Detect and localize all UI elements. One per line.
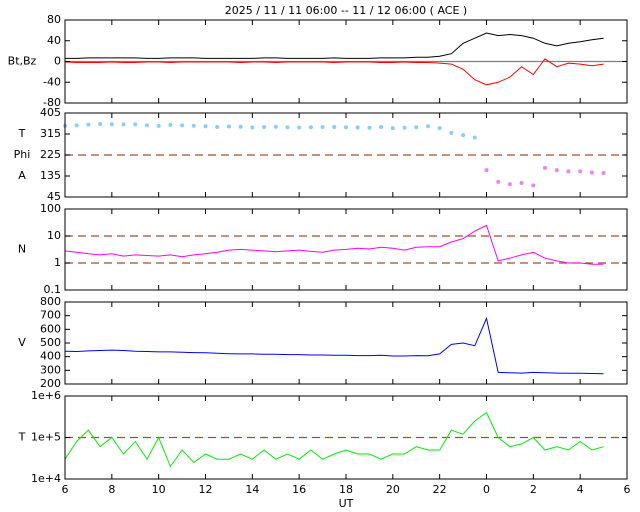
y-tick-label: 600	[40, 322, 61, 335]
y-tick-label: 135	[40, 169, 61, 182]
data-point	[472, 135, 477, 140]
data-point	[355, 125, 360, 130]
data-point	[332, 125, 337, 129]
x-tick-label: 4	[577, 483, 584, 496]
y-tick-label: 0.1	[44, 283, 62, 296]
y-tick-label: 1e+5	[31, 431, 61, 444]
x-tick-label: 10	[152, 483, 166, 496]
data-point	[121, 122, 126, 127]
x-tick-label: 6	[624, 483, 631, 496]
y-tick-label: 200	[40, 377, 61, 390]
y-tick-label: -40	[43, 75, 61, 88]
data-point	[285, 125, 290, 130]
y-axis-label: A	[18, 169, 26, 182]
y-tick-label: 80	[47, 13, 61, 26]
y-tick-label: 405	[40, 106, 61, 119]
data-point	[86, 122, 91, 127]
data-point	[461, 133, 466, 138]
data-point	[203, 124, 208, 129]
data-point	[273, 124, 278, 129]
data-point	[578, 169, 583, 174]
data-point	[449, 130, 454, 135]
data-point	[519, 181, 524, 185]
data-point	[320, 125, 325, 129]
data-point	[74, 123, 79, 128]
data-point	[191, 123, 196, 128]
data-point	[168, 122, 173, 127]
y-axis-label: N	[18, 243, 26, 256]
data-point	[297, 125, 302, 130]
data-point	[215, 125, 220, 129]
data-point	[484, 168, 489, 173]
data-point	[589, 170, 594, 175]
y-tick-label: 0	[54, 55, 61, 68]
x-tick-label: 0	[483, 483, 490, 496]
y-tick-label: 400	[40, 350, 61, 363]
y-tick-label: 1	[54, 256, 61, 269]
y-tick-label: -80	[43, 96, 61, 109]
data-point	[98, 121, 103, 126]
series-line	[64, 224, 604, 265]
y-tick-label: 1e+4	[31, 472, 61, 485]
x-tick-label: 2	[530, 483, 537, 496]
data-point	[531, 183, 536, 188]
x-tick-label: 16	[292, 483, 306, 496]
series-line	[64, 316, 604, 375]
data-point	[109, 122, 114, 127]
data-point	[437, 126, 442, 131]
data-point	[250, 125, 255, 130]
y-tick-label: 225	[40, 148, 61, 161]
data-point	[496, 179, 501, 184]
series-line	[65, 32, 604, 59]
data-point	[566, 169, 571, 174]
data-point	[554, 168, 559, 173]
series-line	[64, 411, 604, 468]
y-tick-label: 45	[47, 190, 61, 203]
x-tick-label: 8	[108, 483, 115, 496]
y-tick-label: 40	[47, 34, 61, 47]
x-axis-label: UT	[339, 497, 354, 510]
y-tick-label: 10	[47, 229, 61, 242]
y-tick-label: 315	[40, 127, 61, 140]
x-tick-label: 12	[199, 483, 213, 496]
data-point	[156, 123, 161, 128]
y-axis-label: Phi	[14, 148, 31, 161]
y-axis-label: V	[18, 336, 26, 349]
data-point	[507, 182, 512, 187]
data-point	[144, 123, 149, 128]
data-point	[379, 125, 384, 129]
x-tick-label: 14	[245, 483, 259, 496]
data-point	[390, 126, 395, 131]
series-line	[64, 58, 604, 86]
chart-title: 2025 / 11 / 11 06:00 -- 11 / 12 06:00 ( …	[225, 4, 467, 17]
x-tick-label: 6	[62, 483, 69, 496]
y-tick-label: 300	[40, 363, 61, 376]
data-point	[344, 125, 348, 130]
data-point	[414, 125, 419, 130]
y-tick-label: 700	[40, 309, 61, 322]
data-point	[238, 124, 243, 129]
data-point	[601, 170, 606, 175]
data-point	[262, 125, 267, 129]
x-tick-label: 18	[339, 483, 353, 496]
data-point	[180, 123, 185, 128]
data-point	[425, 124, 430, 129]
y-tick-label: 1e+6	[31, 389, 61, 402]
data-point	[367, 125, 372, 130]
y-axis-label: T	[18, 127, 26, 140]
y-tick-label: 800	[40, 295, 61, 308]
y-axis-label: Bt,Bz	[8, 55, 37, 68]
y-tick-label: 100	[40, 202, 61, 215]
y-axis-label: T	[18, 431, 26, 444]
data-point	[543, 165, 548, 170]
data-point	[226, 124, 231, 129]
data-point	[402, 125, 407, 130]
x-tick-label: 22	[433, 483, 447, 496]
data-point	[133, 122, 138, 127]
plot-frame	[64, 301, 628, 385]
data-point	[308, 125, 313, 130]
y-tick-label: 500	[40, 336, 61, 349]
x-tick-label: 20	[386, 483, 400, 496]
